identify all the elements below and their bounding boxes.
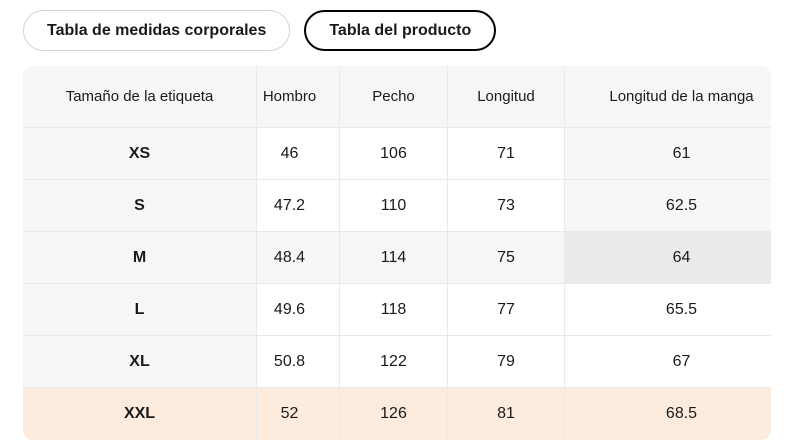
measurement-cell: 114	[340, 232, 448, 284]
measurement-cell: 106	[340, 128, 448, 180]
column-header-chest: Pecho	[340, 66, 448, 128]
table-row: XL 50.8 122 79 67	[23, 336, 771, 388]
measurement-cell: 79	[448, 336, 565, 388]
measurement-cell: 61	[565, 128, 771, 180]
measurement-cell: 81	[448, 388, 565, 440]
measurement-cell: 118	[340, 284, 448, 336]
table-row: XS 46 106 71 61	[23, 128, 771, 180]
measurement-cell: 110	[340, 180, 448, 232]
size-label-cell: XXL	[23, 388, 257, 440]
size-table: Tamaño de la etiqueta Hombro Pecho Longi…	[23, 66, 771, 440]
size-label-cell: S	[23, 180, 257, 232]
measurement-cell: 68.5	[565, 388, 771, 440]
size-label-cell: M	[23, 232, 257, 284]
size-label-cell: L	[23, 284, 257, 336]
measurement-cell: 77	[448, 284, 565, 336]
size-table-body: XS 46 106 71 61 S 47.2 110 73 62.5 M 48.4 114 75 64 L 49…	[23, 128, 771, 440]
measurement-cell: 64	[565, 232, 771, 284]
column-header-length: Longitud	[448, 66, 565, 128]
size-chart-tabs: Tabla de medidas corporales Tabla del pr…	[23, 10, 786, 51]
measurement-cell: 67	[565, 336, 771, 388]
measurement-cell: 62.5	[565, 180, 771, 232]
measurement-cell: 73	[448, 180, 565, 232]
column-header-size: Tamaño de la etiqueta	[23, 66, 257, 128]
tab-product-measurements[interactable]: Tabla del producto	[304, 10, 497, 51]
size-label-cell: XL	[23, 336, 257, 388]
table-row: L 49.6 118 77 65.5	[23, 284, 771, 336]
tab-body-measurements[interactable]: Tabla de medidas corporales	[23, 10, 291, 51]
measurement-cell: 65.5	[565, 284, 771, 336]
size-label-cell: XS	[23, 128, 257, 180]
table-row: XXL 52 126 81 68.5	[23, 388, 771, 440]
table-row: S 47.2 110 73 62.5	[23, 180, 771, 232]
table-row: M 48.4 114 75 64	[23, 232, 771, 284]
header-row: Tamaño de la etiqueta Hombro Pecho Longi…	[23, 66, 771, 128]
measurement-cell: 71	[448, 128, 565, 180]
measurement-cell: 126	[340, 388, 448, 440]
measurement-cell: 75	[448, 232, 565, 284]
size-table-container[interactable]: Tamaño de la etiqueta Hombro Pecho Longi…	[23, 66, 771, 440]
column-header-sleeve-length: Longitud de la manga	[565, 66, 771, 128]
measurement-cell: 122	[340, 336, 448, 388]
